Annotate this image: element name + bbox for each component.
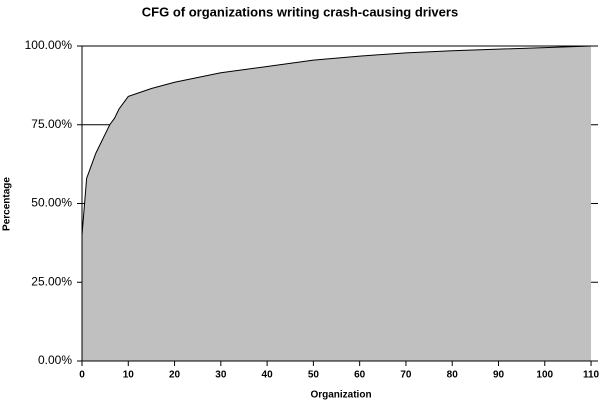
line (81, 45, 592, 236)
y-tick-label: 25.00% (31, 274, 72, 288)
x-tick-label: 50 (308, 370, 320, 381)
x-axis-label: Organization (310, 390, 371, 401)
x-tick-label: 110 (583, 370, 600, 381)
x-tick-label: 80 (447, 370, 459, 381)
y-tick-label: 50.00% (31, 196, 72, 210)
x-tick-label: 0 (79, 370, 85, 381)
x-tick-label: 20 (169, 370, 181, 381)
area (82, 46, 592, 361)
y-tick-label: 100.00% (25, 38, 73, 52)
y-tick-label: 0.00% (38, 353, 72, 367)
x-tick-label: 70 (400, 370, 412, 381)
x-tick-label: 60 (354, 370, 366, 381)
chart-title: CFG of organizations writing crash-causi… (142, 4, 458, 19)
x-tick-label: 30 (215, 370, 227, 381)
x-tick-label: 40 (262, 370, 274, 381)
x-tick-label: 90 (493, 370, 505, 381)
x-tick-label: 10 (123, 370, 135, 381)
y-axis-label: Percentage (2, 177, 13, 231)
x-tick-label: 100 (536, 370, 553, 381)
y-tick-label: 75.00% (31, 117, 72, 131)
